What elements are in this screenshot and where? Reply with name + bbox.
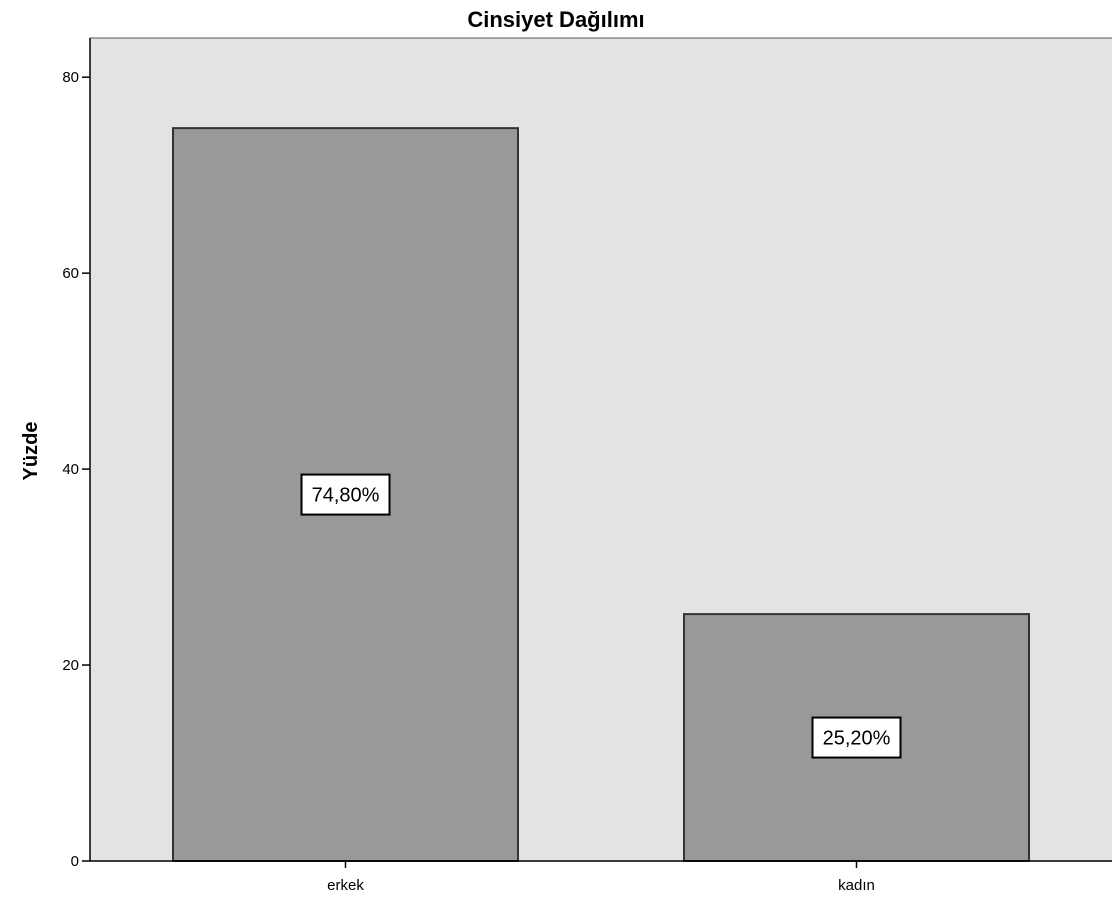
data-label: 74,80%	[300, 473, 391, 516]
data-label-text: 74,80%	[312, 485, 380, 507]
data-label-text: 25,20%	[823, 728, 891, 750]
data-label-box	[811, 716, 902, 759]
axes-layer: 0 20 40 60 80 erkek kadın	[62, 38, 1112, 894]
chart-title: Cinsiyet Dağılımı	[467, 7, 644, 32]
y-tick-label: 80	[62, 69, 79, 86]
y-tick-label: 20	[62, 657, 79, 674]
y-tick-label: 40	[62, 461, 79, 478]
data-label: 25,20%	[811, 716, 902, 759]
y-axis-label: Yüzde	[20, 422, 42, 481]
y-tick-label: 60	[62, 265, 79, 282]
x-tick-label: erkek	[327, 877, 364, 894]
data-labels-layer: 74,80% 25,20%	[300, 473, 902, 759]
x-tick-label: kadın	[838, 877, 875, 894]
y-tick-label: 0	[71, 853, 79, 870]
data-label-box	[300, 473, 391, 516]
